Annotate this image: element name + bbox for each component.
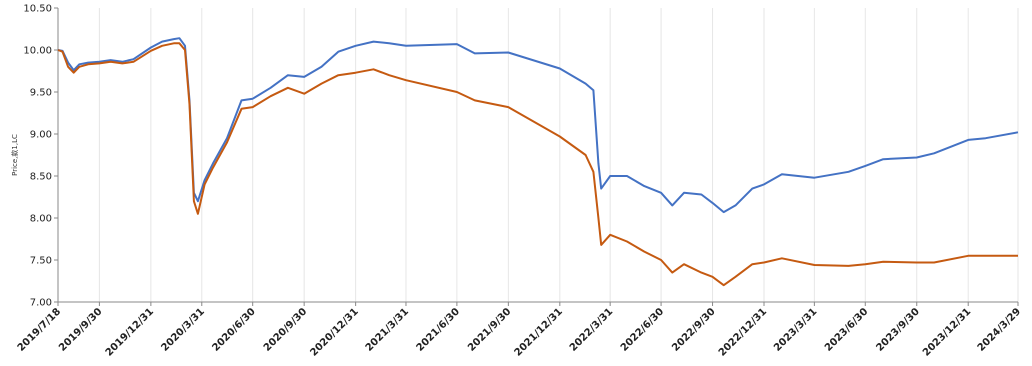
x-tick-label: 2020/3/31: [160, 306, 207, 353]
y-tick-label: 10.00: [23, 46, 52, 57]
y-tick-label: 9.50: [30, 88, 52, 99]
x-tick-label: 2021/3/31: [364, 306, 411, 353]
grid-lines: [98, 8, 1019, 302]
x-tick-label: 2021/12/31: [513, 306, 565, 358]
y-tick-label: 9.00: [30, 130, 52, 141]
x-tick-label: 2023/6/30: [823, 306, 870, 353]
x-tick-label: 2023/12/31: [921, 306, 973, 358]
y-tick-label: 7.00: [30, 298, 52, 309]
x-tick-label: 2020/9/30: [262, 306, 309, 353]
series-line-2: [57, 42, 1018, 287]
x-tick-label: 2021/9/30: [466, 306, 513, 353]
x-tick-label: 2019/9/30: [57, 306, 104, 353]
axes: [57, 8, 1018, 303]
x-tick-label: 2020/12/31: [308, 306, 360, 358]
y-tick-label: 10.50: [23, 4, 52, 15]
series-line-1: [57, 37, 1019, 214]
y-axis-label: Price,款1,LC: [10, 134, 19, 176]
y-tick-label: 7.50: [30, 256, 52, 267]
x-tick-label: 2022/12/31: [717, 306, 769, 358]
x-tick-label: 2022/3/31: [568, 306, 615, 353]
y-tick-label: 8.00: [30, 214, 52, 225]
series-group: [57, 37, 1019, 287]
y-axis-ticks: 7.00 7.50 8.00 8.50 9.00 9.50 10.00 10.50: [23, 4, 58, 309]
x-tick-label: 2020/6/30: [210, 306, 257, 353]
x-tick-label: 2019/12/31: [104, 306, 156, 358]
x-tick-label: 2023/3/31: [772, 306, 819, 353]
x-tick-label: 2022/6/30: [619, 306, 666, 353]
x-tick-label: 2021/6/30: [415, 306, 462, 353]
x-tick-label: 2019/7/18: [16, 306, 63, 353]
x-tick-label: 2022/9/30: [670, 306, 717, 353]
x-tick-label: 2024/3/29: [976, 306, 1023, 353]
y-tick-label: 8.50: [30, 172, 52, 183]
x-tick-label: 2023/9/30: [874, 306, 921, 353]
